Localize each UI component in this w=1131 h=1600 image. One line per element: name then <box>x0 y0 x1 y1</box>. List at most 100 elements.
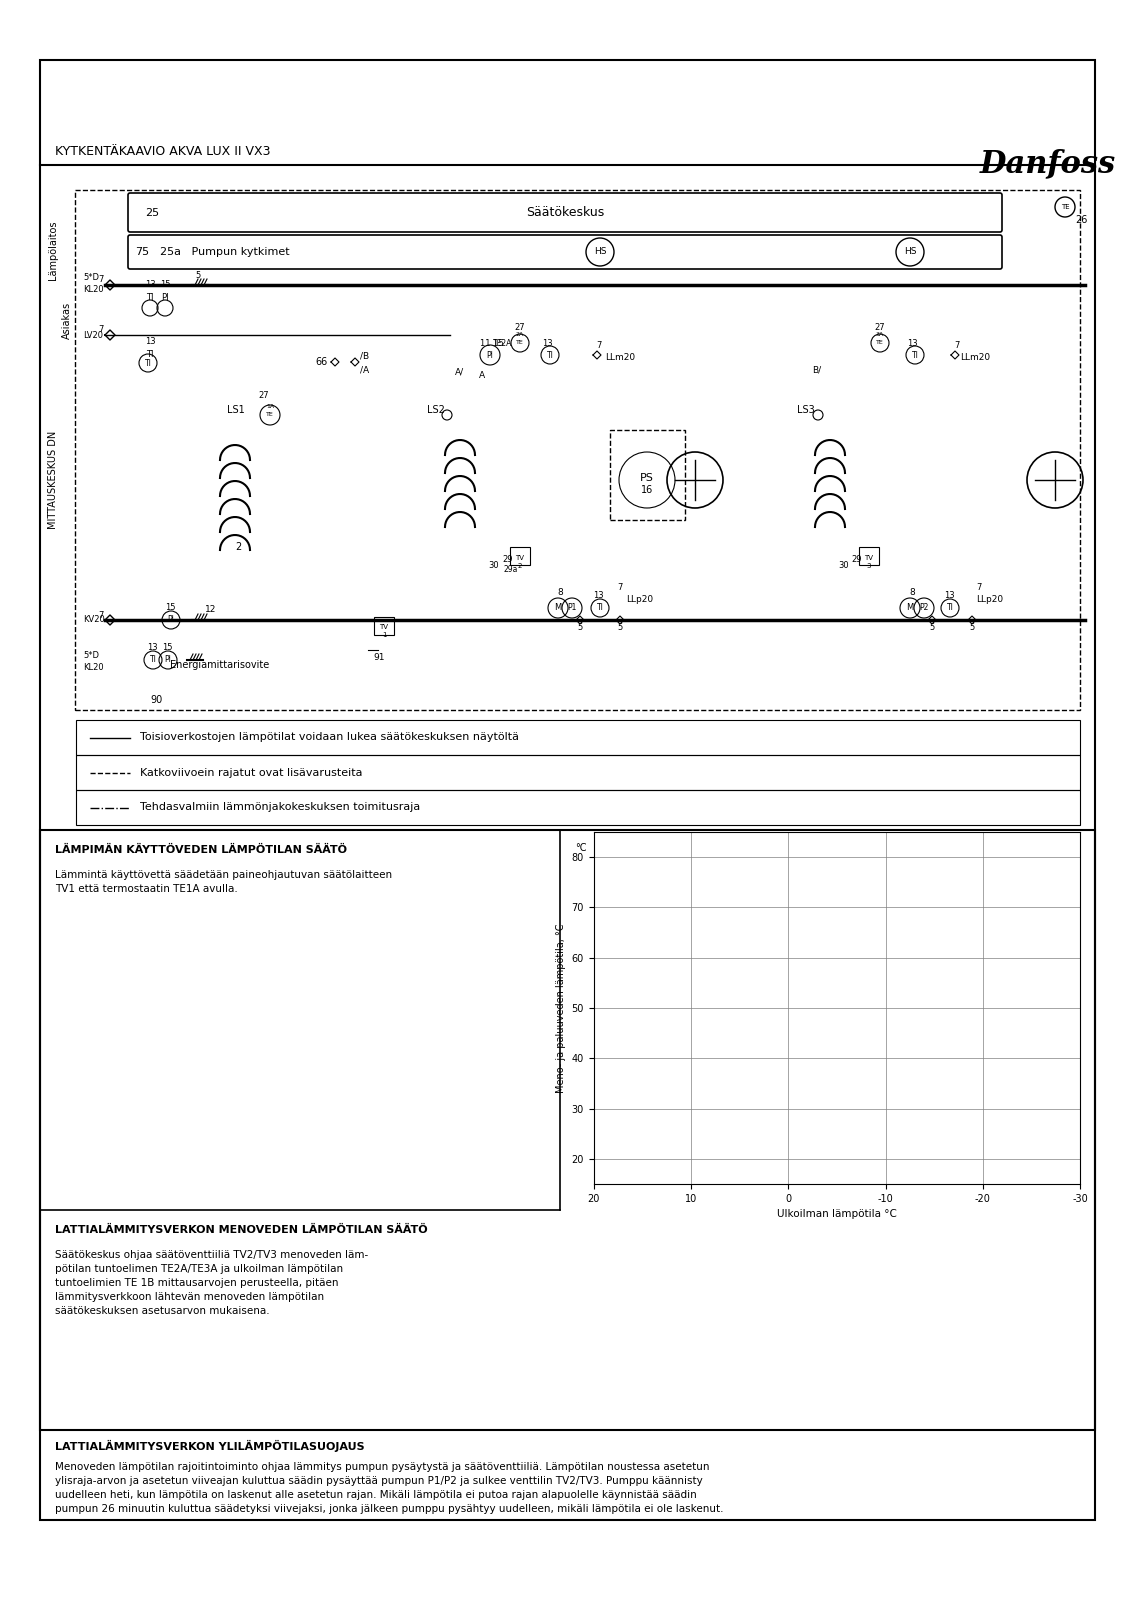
Text: TV: TV <box>864 555 873 562</box>
Text: 13: 13 <box>147 643 157 653</box>
Text: 7: 7 <box>596 341 602 349</box>
Text: A/: A/ <box>455 368 464 376</box>
Text: 11 15: 11 15 <box>480 339 503 347</box>
Text: KL20: KL20 <box>83 662 104 672</box>
Text: LLm20: LLm20 <box>605 354 636 363</box>
Text: 2: 2 <box>235 542 241 552</box>
Bar <box>76 755 1080 790</box>
Bar <box>76 720 1080 755</box>
Text: 13: 13 <box>145 280 155 290</box>
Text: 30: 30 <box>487 560 499 570</box>
Text: 66: 66 <box>316 357 327 366</box>
Text: 75: 75 <box>135 246 149 258</box>
Text: LS2: LS2 <box>428 405 444 414</box>
Bar <box>75 190 1080 710</box>
Text: LATTIALÄMMITYSVERKON TOIMINTALÄMPÖTILAT: LATTIALÄMMITYSVERKON TOIMINTALÄMPÖTILAT <box>658 838 982 851</box>
Text: 5: 5 <box>930 622 934 632</box>
Text: 5*D: 5*D <box>83 651 100 659</box>
Y-axis label: Meno- ja paluuveden lämpötila, °C: Meno- ja paluuveden lämpötila, °C <box>556 923 567 1093</box>
Text: LATTIALÄMMITYSVERKON YLILÄMPÖTILASUOJAUS: LATTIALÄMMITYSVERKON YLILÄMPÖTILASUOJAUS <box>55 1440 364 1453</box>
Text: PI: PI <box>486 350 493 360</box>
Text: LS3: LS3 <box>797 405 815 414</box>
Bar <box>610 430 685 520</box>
Text: 2: 2 <box>518 563 523 570</box>
Text: 13: 13 <box>944 592 955 600</box>
Text: 16: 16 <box>641 485 653 494</box>
Text: Asiakas: Asiakas <box>62 301 72 339</box>
Text: 7: 7 <box>98 275 104 285</box>
Text: 2A: 2A <box>516 331 524 336</box>
Text: 25a   Pumpun kytkimet: 25a Pumpun kytkimet <box>159 246 290 258</box>
Text: MITTAUSKESKUS DN: MITTAUSKESKUS DN <box>48 430 58 530</box>
Text: 13: 13 <box>907 339 917 347</box>
Text: KYTKENTÄKAAVIO AKVA LUX II VX3: KYTKENTÄKAAVIO AKVA LUX II VX3 <box>55 146 270 158</box>
Text: PS: PS <box>640 474 654 483</box>
Text: 27: 27 <box>515 323 525 333</box>
Text: A: A <box>480 371 485 379</box>
Text: 1: 1 <box>382 632 387 638</box>
Text: 12: 12 <box>205 605 216 614</box>
Text: 7: 7 <box>98 325 104 334</box>
Text: TE: TE <box>266 413 274 418</box>
Text: PI: PI <box>165 656 172 664</box>
Bar <box>374 618 394 635</box>
Text: B/: B/ <box>812 365 821 374</box>
Text: LS1: LS1 <box>227 405 245 414</box>
Text: Lämpölaitos: Lämpölaitos <box>48 221 58 280</box>
Text: KL20: KL20 <box>83 285 104 294</box>
Text: TI: TI <box>912 350 918 360</box>
Bar <box>76 790 1080 826</box>
Text: TE: TE <box>1061 203 1069 210</box>
Text: TV: TV <box>516 555 525 562</box>
Text: Lämmintä käyttövettä säädetään paineohjautuvan säätölaitteen
TV1 että termostaat: Lämmintä käyttövettä säädetään paineohja… <box>55 870 392 894</box>
Text: TE: TE <box>516 341 524 346</box>
Text: 91: 91 <box>373 653 385 662</box>
Text: Katkoviivoein rajatut ovat lisävarusteita: Katkoviivoein rajatut ovat lisävarusteit… <box>140 768 363 778</box>
Text: 8: 8 <box>558 587 563 597</box>
Bar <box>860 547 879 565</box>
Text: TE2A: TE2A <box>493 339 512 347</box>
Text: 5: 5 <box>196 270 200 280</box>
Text: TI: TI <box>145 358 152 368</box>
Bar <box>510 547 530 565</box>
Text: HS: HS <box>904 248 916 256</box>
Text: 15: 15 <box>159 280 171 290</box>
Text: 13: 13 <box>593 592 604 600</box>
Text: 7: 7 <box>618 584 622 592</box>
Text: LLp20: LLp20 <box>976 595 1003 605</box>
Text: TI: TI <box>947 603 953 613</box>
Text: TI: TI <box>146 350 154 358</box>
Text: Tehdasvalmiin lämmönjakokeskuksen toimitusraja: Tehdasvalmiin lämmönjakokeskuksen toimit… <box>140 803 421 813</box>
Text: TI: TI <box>149 656 156 664</box>
Text: 15: 15 <box>165 603 175 613</box>
Text: HS: HS <box>594 248 606 256</box>
Text: LLp20: LLp20 <box>625 595 653 605</box>
Text: 29: 29 <box>502 555 512 565</box>
Text: LLm20: LLm20 <box>960 354 990 363</box>
Text: PI: PI <box>167 616 174 624</box>
Text: 3: 3 <box>866 563 871 570</box>
Text: TI: TI <box>146 293 154 302</box>
Text: 1A: 1A <box>266 403 274 408</box>
Text: 7: 7 <box>976 584 982 592</box>
Text: 3A: 3A <box>875 331 884 336</box>
Text: LATTIALÄMMITYSVERKON MENOVEDEN LÄMPÖTILAN SÄÄTÖ: LATTIALÄMMITYSVERKON MENOVEDEN LÄMPÖTILA… <box>55 1226 428 1235</box>
Text: 29a: 29a <box>504 565 518 574</box>
Text: TV: TV <box>380 624 389 630</box>
Text: 90: 90 <box>150 694 162 706</box>
Text: 29: 29 <box>851 555 862 565</box>
X-axis label: Ulkoilman lämpötila °C: Ulkoilman lämpötila °C <box>777 1210 897 1219</box>
Text: M: M <box>906 603 914 613</box>
Text: Säätökeskus ohjaa säätöventtiiliä TV2/TV3 menoveden läm-
pötilan tuntoelimen TE2: Säätökeskus ohjaa säätöventtiiliä TV2/TV… <box>55 1250 369 1315</box>
Text: 15: 15 <box>162 643 173 653</box>
Text: 27: 27 <box>874 323 886 333</box>
Text: P2: P2 <box>920 603 929 613</box>
Text: Menoveden lämpötilan rajoitintoiminto ohjaa lämmitys pumpun pysäytystä ja säätöv: Menoveden lämpötilan rajoitintoiminto oh… <box>55 1462 724 1514</box>
Text: LV20: LV20 <box>83 331 103 339</box>
Text: 5: 5 <box>577 622 582 632</box>
Text: Energiamittarisovite: Energiamittarisovite <box>170 659 269 670</box>
Text: 5: 5 <box>618 622 623 632</box>
Text: /B: /B <box>360 352 369 360</box>
Text: 13: 13 <box>145 338 155 346</box>
Text: 25: 25 <box>145 208 159 218</box>
